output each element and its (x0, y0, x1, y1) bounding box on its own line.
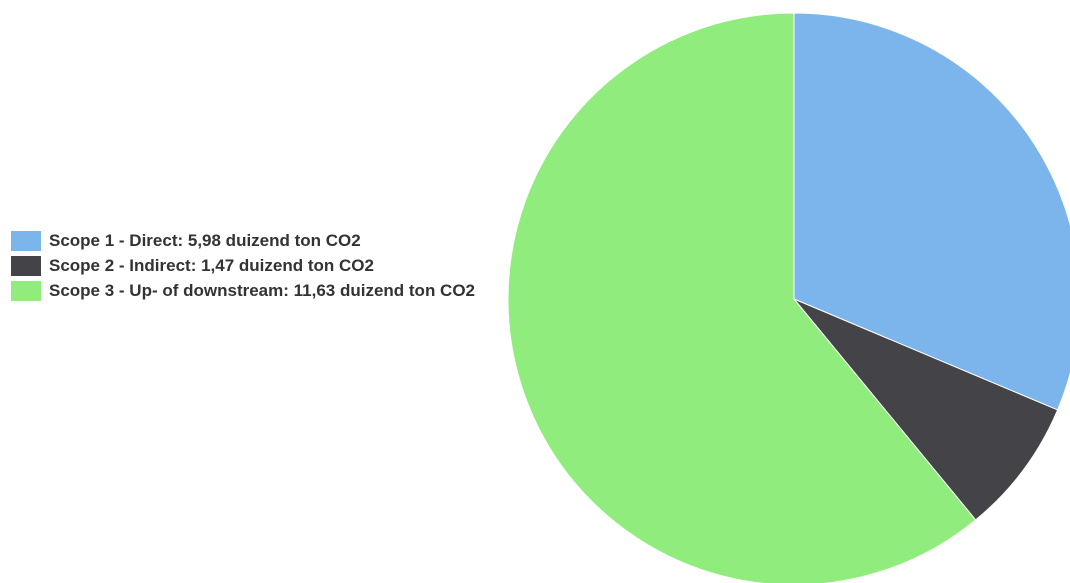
legend-item-scope-2[interactable]: Scope 2 - Indirect: 1,47 duizend ton CO2 (11, 253, 475, 278)
chart-legend: Scope 1 - Direct: 5,98 duizend ton CO2 S… (11, 228, 475, 303)
legend-label-scope-2: Scope 2 - Indirect: 1,47 duizend ton CO2 (49, 256, 374, 275)
legend-swatch-scope-3 (11, 280, 41, 301)
legend-label-scope-1: Scope 1 - Direct: 5,98 duizend ton CO2 (49, 231, 361, 250)
legend-swatch-scope-1 (11, 230, 41, 251)
pie-slice-scope-3[interactable] (507, 12, 977, 583)
legend-item-scope-3[interactable]: Scope 3 - Up- of downstream: 11,63 duize… (11, 278, 475, 303)
legend-swatch-scope-2 (11, 255, 41, 276)
pie-slice-scope-1[interactable] (793, 12, 1070, 411)
legend-item-scope-1[interactable]: Scope 1 - Direct: 5,98 duizend ton CO2 (11, 228, 475, 253)
legend-label-scope-3: Scope 3 - Up- of downstream: 11,63 duize… (49, 281, 476, 300)
pie-slice-scope-2[interactable] (793, 298, 1059, 521)
